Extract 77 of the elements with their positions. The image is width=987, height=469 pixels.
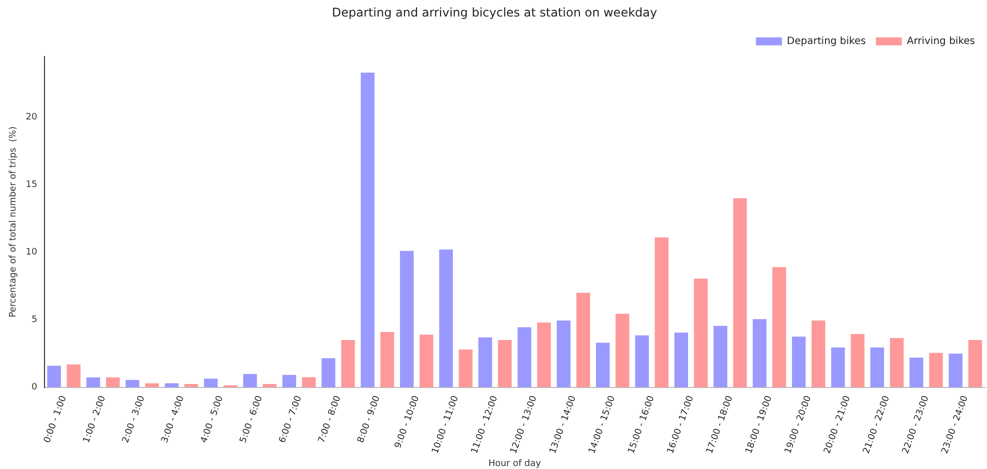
bar (792, 336, 806, 388)
bar (870, 347, 884, 388)
bar (694, 278, 708, 388)
bar (968, 340, 982, 388)
bar (674, 332, 688, 388)
x-tick-label: 3:00 - 4:00 (160, 394, 187, 444)
bar (596, 342, 610, 388)
x-tick-label: 4:00 - 5:00 (199, 394, 226, 444)
bar (106, 377, 120, 388)
bar (498, 340, 512, 388)
bar (204, 378, 218, 388)
bar (302, 377, 316, 388)
x-tick-label: 20:00 - 21:00 (822, 394, 853, 456)
bar (556, 320, 570, 388)
bar (282, 374, 296, 388)
x-tick-label: 16:00 - 17:00 (666, 394, 696, 456)
y-axis-title: Percentage of of total number of trips (%) (8, 126, 19, 318)
x-axis-title: Hour of day (488, 458, 542, 469)
bar (654, 237, 668, 388)
x-tick-label: 5:00 - 6:00 (238, 394, 265, 444)
bar (243, 374, 257, 388)
x-tick-label: 7:00 - 8:00 (316, 394, 344, 444)
bar (831, 347, 845, 388)
bar (518, 327, 532, 388)
bar (714, 326, 728, 388)
bar (890, 338, 904, 388)
bar (86, 377, 100, 388)
x-tick-label: 1:00 - 2:00 (82, 394, 108, 444)
y-tick-label: 0 (32, 382, 38, 393)
legend-label: Arriving bikes (906, 36, 976, 47)
legend-label: Departing bikes (786, 36, 866, 47)
bar (752, 319, 766, 388)
x-tick-label: 17:00 - 18:00 (705, 394, 736, 456)
bar (948, 354, 962, 388)
y-tick-label: 15 (26, 180, 38, 190)
bar (47, 366, 61, 388)
y-tick-label: 10 (26, 248, 38, 258)
y-tick-label: 5 (32, 315, 38, 326)
bar (537, 322, 551, 388)
bar (341, 340, 355, 388)
x-tick-label: 21:00 - 22:00 (862, 394, 892, 456)
x-tick-label: 0:00 - 1:00 (42, 394, 69, 444)
x-tick-label: 18:00 - 19:00 (744, 394, 775, 456)
x-tick-label: 14:00 - 15:00 (587, 394, 618, 456)
x-tick-label: 22:00 - 23:00 (901, 394, 932, 456)
bar (929, 352, 943, 388)
x-tick-label: 9:00 - 10:00 (393, 394, 422, 450)
bar (66, 364, 81, 388)
bar (733, 198, 747, 388)
bar (576, 292, 590, 388)
x-tick-label: 12:00 - 13:00 (509, 394, 540, 456)
bar (322, 358, 336, 388)
x-tick-label: 8:00 - 9:00 (356, 394, 383, 444)
x-tick-label: 6:00 - 7:00 (278, 394, 304, 444)
x-tick-label: 2:00 - 3:00 (121, 394, 148, 444)
bar (616, 314, 630, 388)
x-tick-label: 13:00 - 14:00 (548, 394, 579, 456)
bar (126, 380, 140, 388)
bar (635, 335, 649, 388)
bar (910, 358, 924, 388)
x-tick-label: 10:00 - 11:00 (430, 394, 461, 456)
bar (439, 250, 453, 388)
bar (478, 337, 492, 388)
x-tick-label: 15:00 - 16:00 (626, 394, 657, 456)
x-tick-label: 11:00 - 12:00 (470, 394, 500, 456)
chart-title: Departing and arriving bicycles at station on weekday (332, 5, 658, 20)
bar (812, 320, 826, 388)
y-tick-label: 20 (26, 112, 38, 123)
bar (458, 350, 472, 388)
bar (360, 72, 374, 388)
bar (772, 267, 786, 388)
bar (380, 332, 394, 388)
x-tick-label: 19:00 - 20:00 (783, 394, 814, 456)
bar (400, 250, 414, 388)
x-tick-label: 23:00 - 24:00 (940, 394, 971, 456)
bar (850, 334, 864, 388)
bar (420, 334, 434, 388)
